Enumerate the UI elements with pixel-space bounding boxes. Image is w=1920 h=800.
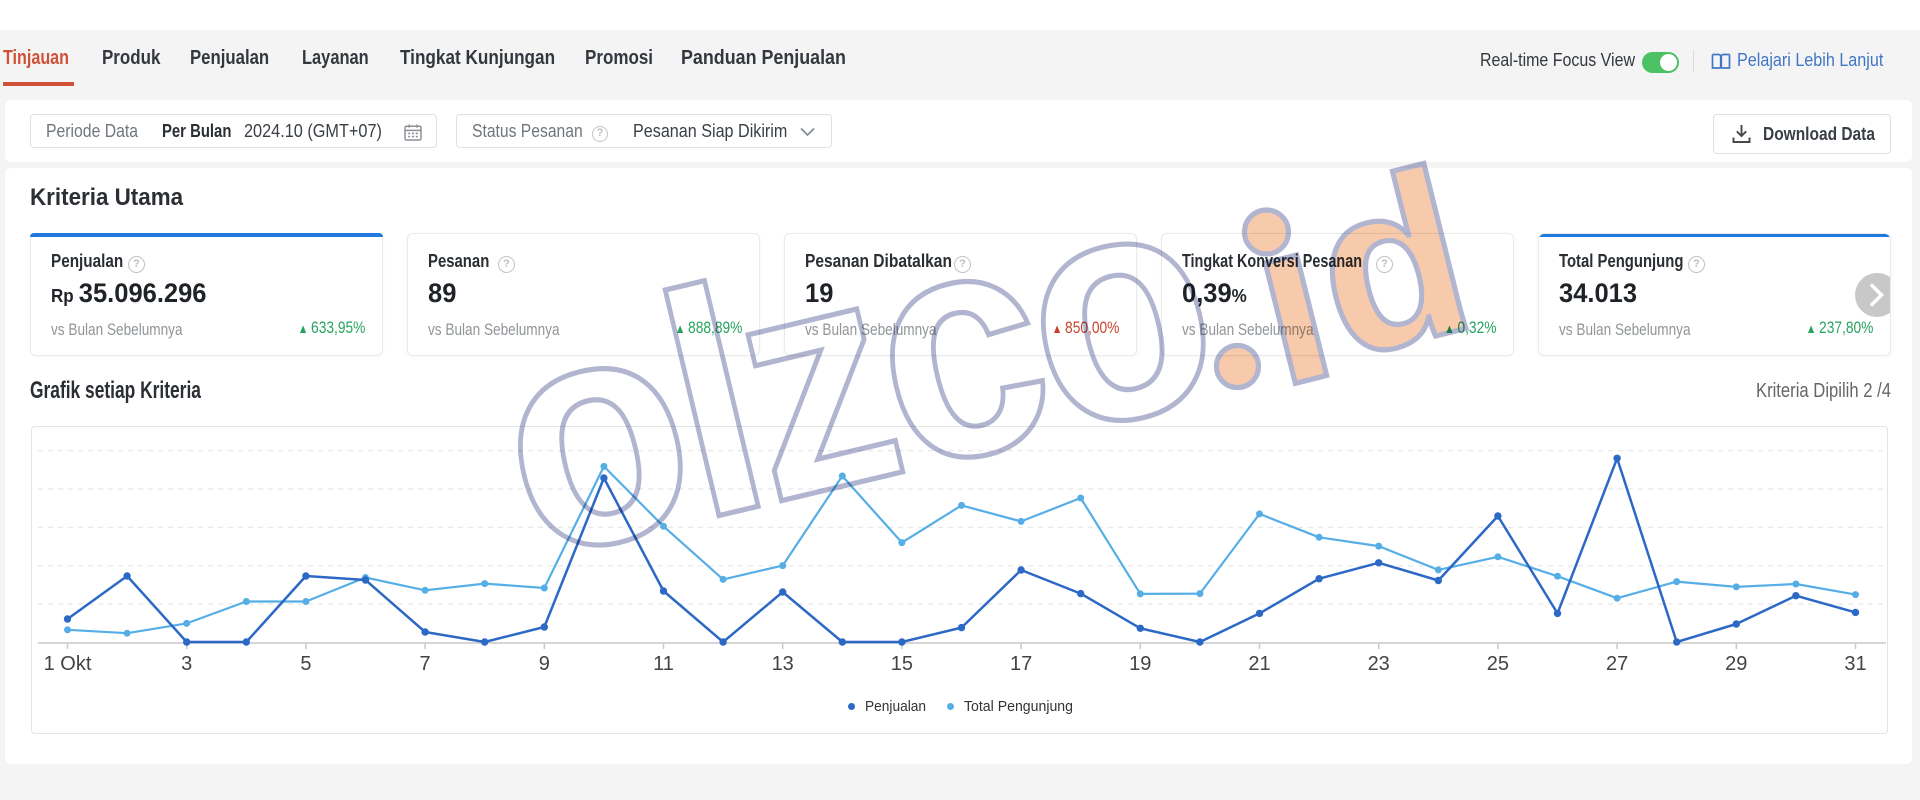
svg-text:9: 9 <box>539 653 550 675</box>
svg-text:olzco: olzco <box>466 115 1238 626</box>
svg-text:1 Okt: 1 Okt <box>44 653 92 675</box>
svg-text:ıd: ıd <box>1225 118 1498 436</box>
svg-text:5: 5 <box>300 653 311 675</box>
svg-text:21: 21 <box>1248 653 1270 675</box>
svg-text:29: 29 <box>1725 653 1747 675</box>
svg-text:19: 19 <box>1129 653 1151 675</box>
svg-text:27: 27 <box>1606 653 1628 675</box>
svg-text:3: 3 <box>181 653 192 675</box>
svg-text:15: 15 <box>891 653 913 675</box>
svg-text:23: 23 <box>1368 653 1390 675</box>
svg-text:31: 31 <box>1844 653 1866 675</box>
svg-text:7: 7 <box>420 653 431 675</box>
svg-text:13: 13 <box>772 653 794 675</box>
svg-text:17: 17 <box>1010 653 1032 675</box>
svg-text:25: 25 <box>1487 653 1509 675</box>
svg-text:11: 11 <box>653 653 674 675</box>
